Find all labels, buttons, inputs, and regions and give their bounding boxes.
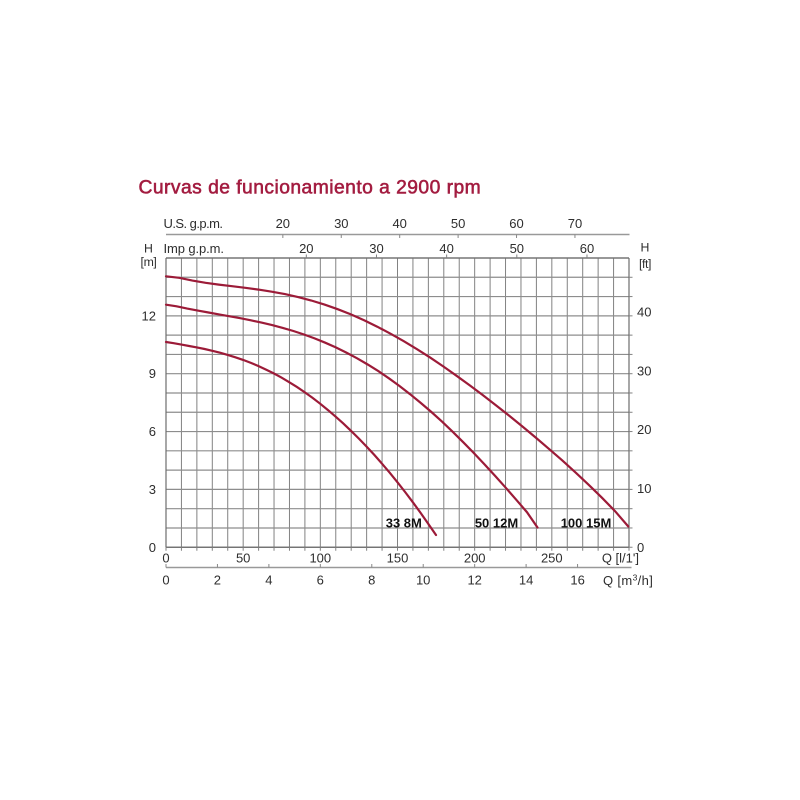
svg-text:40: 40: [439, 241, 453, 256]
svg-text:30: 30: [334, 216, 348, 231]
svg-text:14: 14: [519, 573, 533, 588]
svg-text:H: H: [641, 241, 650, 255]
svg-text:8: 8: [368, 573, 375, 588]
svg-text:10: 10: [637, 481, 651, 496]
svg-text:12: 12: [467, 573, 481, 588]
svg-text:3: 3: [149, 482, 156, 497]
svg-text:6: 6: [149, 424, 156, 439]
svg-text:[m]: [m]: [141, 255, 157, 269]
svg-text:20: 20: [637, 422, 651, 437]
svg-text:100: 100: [309, 551, 331, 566]
svg-text:0: 0: [149, 540, 156, 555]
svg-text:12: 12: [142, 308, 156, 323]
svg-text:50 12M: 50 12M: [475, 516, 518, 531]
svg-text:30: 30: [637, 363, 651, 378]
svg-text:2: 2: [214, 573, 221, 588]
svg-text:40: 40: [637, 305, 651, 320]
svg-text:30: 30: [369, 241, 383, 256]
svg-text:[ft]: [ft]: [639, 257, 651, 271]
svg-text:100 15M: 100 15M: [561, 516, 612, 531]
svg-text:200: 200: [464, 551, 486, 566]
svg-text:40: 40: [392, 216, 406, 231]
svg-text:16: 16: [570, 573, 584, 588]
svg-text:9: 9: [149, 366, 156, 381]
svg-text:6: 6: [317, 573, 324, 588]
svg-text:60: 60: [509, 216, 523, 231]
svg-text:4: 4: [265, 573, 272, 588]
svg-text:50: 50: [510, 241, 524, 256]
svg-text:0: 0: [637, 540, 644, 555]
svg-text:20: 20: [299, 241, 313, 256]
svg-text:Curvas de funcionamiento a 290: Curvas de funcionamiento a 2900 rpm: [139, 178, 482, 199]
svg-text:0: 0: [162, 551, 169, 566]
svg-text:70: 70: [568, 216, 582, 231]
svg-text:0: 0: [162, 573, 169, 588]
svg-text:60: 60: [580, 241, 594, 256]
svg-text:20: 20: [276, 216, 290, 231]
svg-text:10: 10: [416, 573, 430, 588]
svg-text:33 8M: 33 8M: [386, 516, 422, 531]
svg-text:U.S. g.p.m.: U.S. g.p.m.: [164, 216, 223, 231]
svg-text:Q [l/1']: Q [l/1']: [602, 551, 639, 566]
svg-text:50: 50: [236, 551, 250, 566]
svg-text:Imp g.p.m.: Imp g.p.m.: [164, 241, 224, 256]
svg-text:H: H: [144, 242, 153, 256]
svg-text:150: 150: [387, 551, 409, 566]
svg-text:50: 50: [451, 216, 465, 231]
svg-text:Q [m3/h]: Q [m3/h]: [603, 573, 653, 588]
svg-text:250: 250: [541, 551, 563, 566]
